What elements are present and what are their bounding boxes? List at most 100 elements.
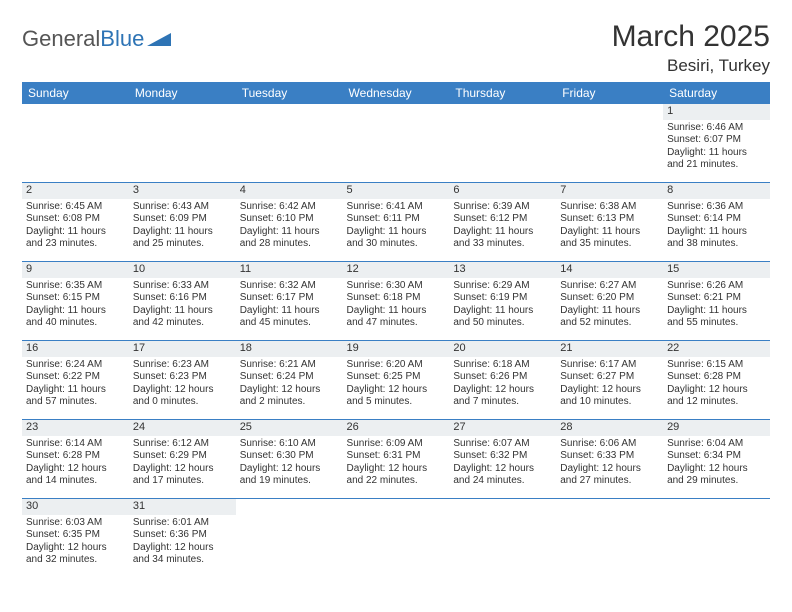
calendar-cell: 8 Sunrise: 6:36 AMSunset: 6:14 PMDaylight… [663,183,770,262]
calendar-cell: 28Sunrise: 6:06 AMSunset: 6:33 PMDayligh… [556,420,663,499]
daylight-line: Daylight: 12 hours and 14 minutes. [26,463,125,488]
sunset-line: Sunset: 6:31 PM [347,450,446,463]
sunset-line: Sunset: 6:28 PM [26,450,125,463]
day-number-empty [236,499,343,515]
calendar-cell: 3 Sunrise: 6:43 AMSunset: 6:09 PMDaylight… [129,183,236,262]
daylight-line: Daylight: 12 hours and 24 minutes. [453,463,552,488]
day-number-empty [556,499,663,515]
day-details: Sunrise: 6:01 AMSunset: 6:36 PMDaylight:… [133,517,232,567]
day-details: Sunrise: 6:43 AMSunset: 6:09 PMDaylight:… [133,201,232,251]
sunrise-line: Sunrise: 6:18 AM [453,359,552,372]
weekday-header: Saturday [663,82,770,104]
calendar-cell: 27 Sunrise: 6:07 AMSunset: 6:32 PMDayligh… [449,420,556,499]
sunset-line: Sunset: 6:15 PM [26,292,125,305]
location-label: Besiri, Turkey [612,56,770,76]
sunrise-line: Sunrise: 6:24 AM [26,359,125,372]
day-number: 22 [663,341,770,357]
calendar-page: GeneralBlue March 2025 Besiri, Turkey Su… [0,0,792,612]
calendar-cell: 17Sunrise: 6:23 AMSunset: 6:23 PMDayligh… [129,341,236,420]
day-details: Sunrise: 6:07 AMSunset: 6:32 PMDaylight:… [453,438,552,488]
daylight-line: Daylight: 12 hours and 27 minutes. [560,463,659,488]
calendar-cell: 29Sunrise: 6:04 AMSunset: 6:34 PMDayligh… [663,420,770,499]
calendar-cell: 11Sunrise: 6:32 AMSunset: 6:17 PMDayligh… [236,262,343,341]
daylight-line: Daylight: 12 hours and 34 minutes. [133,542,232,567]
sunrise-line: Sunrise: 6:15 AM [667,359,766,372]
sunrise-line: Sunrise: 6:06 AM [560,438,659,451]
calendar-cell: 16Sunrise: 6:24 AMSunset: 6:22 PMDayligh… [22,341,129,420]
sunrise-line: Sunrise: 6:21 AM [240,359,339,372]
sunrise-line: Sunrise: 6:27 AM [560,280,659,293]
daylight-line: Daylight: 11 hours and 40 minutes. [26,305,125,330]
day-number: 10 [129,262,236,278]
day-number: 29 [663,420,770,436]
calendar-cell: 6Sunrise: 6:39 AMSunset: 6:12 PMDaylight… [449,183,556,262]
sunset-line: Sunset: 6:14 PM [667,213,766,226]
day-number: 2 [22,183,129,199]
sunset-line: Sunset: 6:28 PM [667,371,766,384]
weekday-header: Wednesday [343,82,450,104]
daylight-line: Daylight: 11 hours and 21 minutes. [667,147,766,172]
daylight-line: Daylight: 12 hours and 2 minutes. [240,384,339,409]
daylight-line: Daylight: 12 hours and 17 minutes. [133,463,232,488]
sunrise-line: Sunrise: 6:43 AM [133,201,232,214]
day-number: 18 [236,341,343,357]
sunset-line: Sunset: 6:21 PM [667,292,766,305]
sunrise-line: Sunrise: 6:09 AM [347,438,446,451]
sunset-line: Sunset: 6:19 PM [453,292,552,305]
daylight-line: Daylight: 12 hours and 7 minutes. [453,384,552,409]
daylight-line: Daylight: 12 hours and 12 minutes. [667,384,766,409]
day-number: 16 [22,341,129,357]
sunset-line: Sunset: 6:25 PM [347,371,446,384]
calendar-cell: 7Sunrise: 6:38 AMSunset: 6:13 PMDaylight… [556,183,663,262]
daylight-line: Daylight: 11 hours and 42 minutes. [133,305,232,330]
sunset-line: Sunset: 6:16 PM [133,292,232,305]
sunrise-line: Sunrise: 6:41 AM [347,201,446,214]
day-details: Sunrise: 6:14 AMSunset: 6:28 PMDaylight:… [26,438,125,488]
sunrise-line: Sunrise: 6:23 AM [133,359,232,372]
day-details: Sunrise: 6:26 AMSunset: 6:21 PMDaylight:… [667,280,766,330]
sunset-line: Sunset: 6:36 PM [133,529,232,542]
day-number: 21 [556,341,663,357]
day-number: 12 [343,262,450,278]
day-details: Sunrise: 6:15 AMSunset: 6:28 PMDaylight:… [667,359,766,409]
sunset-line: Sunset: 6:26 PM [453,371,552,384]
brand-logo: GeneralBlue [22,26,171,52]
day-details: Sunrise: 6:18 AMSunset: 6:26 PMDaylight:… [453,359,552,409]
sunset-line: Sunset: 6:35 PM [26,529,125,542]
day-number: 3 [129,183,236,199]
calendar-cell: 9 Sunrise: 6:35 AMSunset: 6:15 PMDaylight… [22,262,129,341]
calendar-week-row: 23Sunrise: 6:14 AMSunset: 6:28 PMDayligh… [22,420,770,499]
day-details: Sunrise: 6:32 AMSunset: 6:17 PMDaylight:… [240,280,339,330]
calendar-cell [343,499,450,578]
sunset-line: Sunset: 6:10 PM [240,213,339,226]
day-number: 8 [663,183,770,199]
daylight-line: Daylight: 11 hours and 45 minutes. [240,305,339,330]
calendar-week-row: 1Sunrise: 6:46 AMSunset: 6:07 PMDaylight… [22,104,770,183]
calendar-cell: 2Sunrise: 6:45 AMSunset: 6:08 PMDaylight… [22,183,129,262]
calendar-cell: 5Sunrise: 6:41 AMSunset: 6:11 PMDaylight… [343,183,450,262]
day-details: Sunrise: 6:36 AMSunset: 6:14 PMDaylight:… [667,201,766,251]
day-details: Sunrise: 6:29 AMSunset: 6:19 PMDaylight:… [453,280,552,330]
sunrise-line: Sunrise: 6:46 AM [667,122,766,135]
calendar-cell: 4Sunrise: 6:42 AMSunset: 6:10 PMDaylight… [236,183,343,262]
day-details: Sunrise: 6:09 AMSunset: 6:31 PMDaylight:… [347,438,446,488]
day-number: 27 [449,420,556,436]
day-number: 24 [129,420,236,436]
calendar-cell: 21Sunrise: 6:17 AMSunset: 6:27 PMDayligh… [556,341,663,420]
day-details: Sunrise: 6:10 AMSunset: 6:30 PMDaylight:… [240,438,339,488]
day-number: 25 [236,420,343,436]
sunset-line: Sunset: 6:32 PM [453,450,552,463]
sunset-line: Sunset: 6:29 PM [133,450,232,463]
sunset-line: Sunset: 6:12 PM [453,213,552,226]
day-details: Sunrise: 6:35 AMSunset: 6:15 PMDaylight:… [26,280,125,330]
calendar-cell: 31Sunrise: 6:01 AMSunset: 6:36 PMDayligh… [129,499,236,578]
day-number-empty [663,499,770,515]
day-number: 1 [663,104,770,120]
sunrise-line: Sunrise: 6:01 AM [133,517,232,530]
day-details: Sunrise: 6:42 AMSunset: 6:10 PMDaylight:… [240,201,339,251]
sunset-line: Sunset: 6:34 PM [667,450,766,463]
weekday-header: Thursday [449,82,556,104]
day-details: Sunrise: 6:33 AMSunset: 6:16 PMDaylight:… [133,280,232,330]
day-number: 9 [22,262,129,278]
sunrise-line: Sunrise: 6:30 AM [347,280,446,293]
